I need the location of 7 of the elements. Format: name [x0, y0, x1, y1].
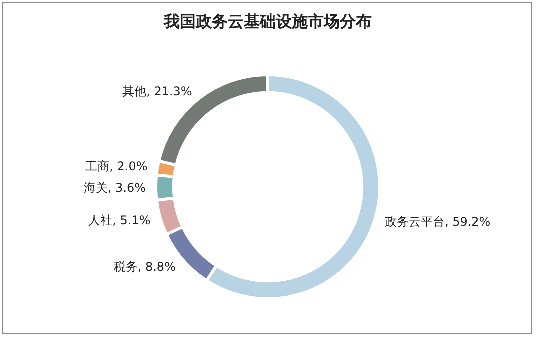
slice-label: 其他, 21.3%: [122, 84, 192, 98]
slice-label: 政务云平台, 59.2%: [384, 214, 491, 229]
slice-label: 税务, 8.8%: [114, 260, 176, 274]
chart-title: 我国政务云基础设施市场分布: [163, 12, 372, 31]
slice-label: 工商, 2.0%: [86, 159, 148, 174]
slice-label: 人社, 5.1%: [88, 214, 151, 228]
slice-label: 海关, 3.6%: [84, 180, 146, 195]
